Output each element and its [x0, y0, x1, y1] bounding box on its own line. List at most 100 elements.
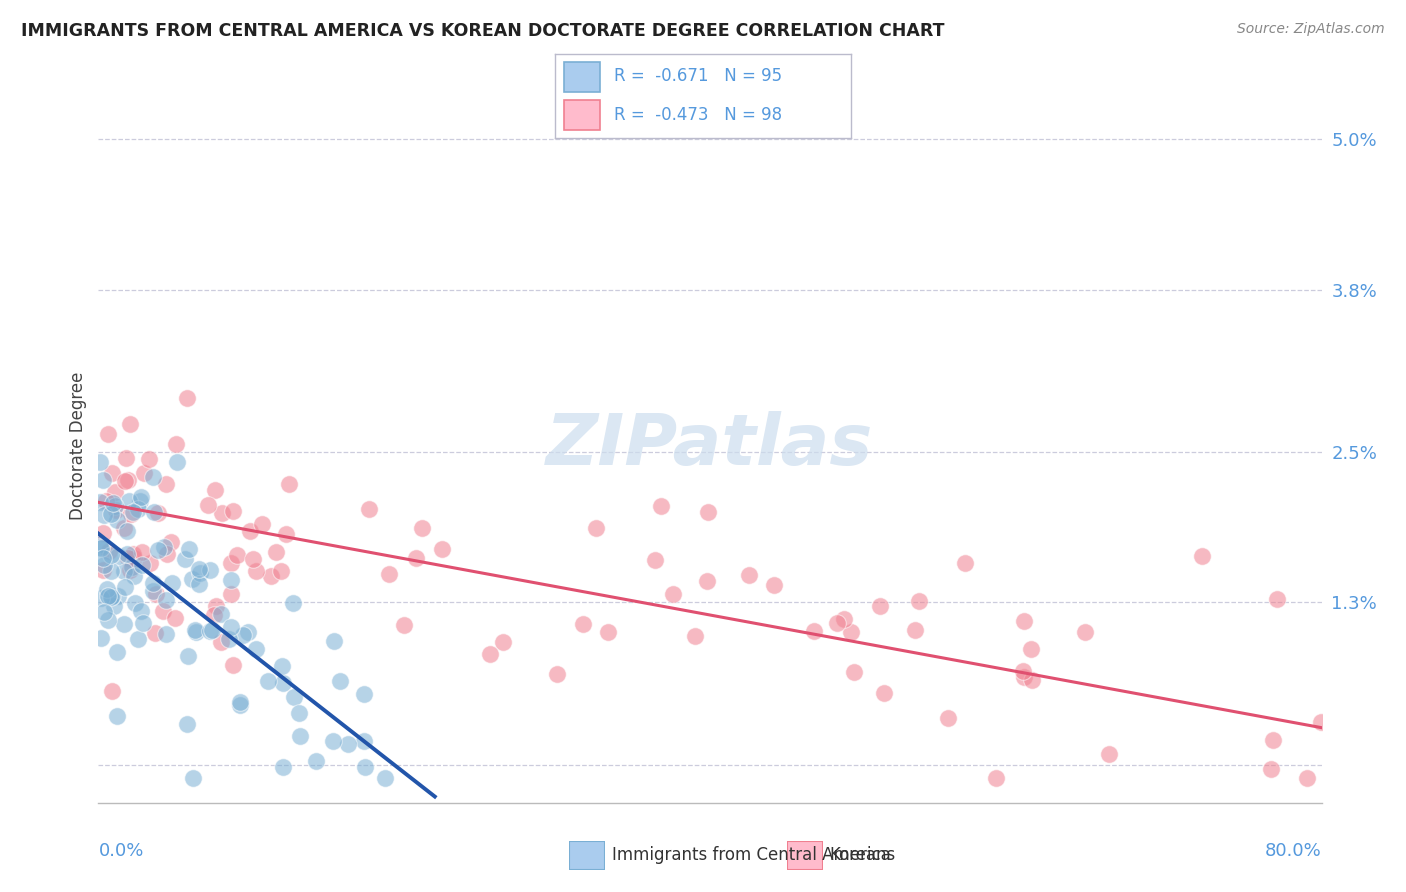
Point — [101, 590, 124, 604]
Point — [271, 759, 294, 773]
Point — [478, 648, 501, 662]
Point — [112, 616, 135, 631]
Point — [872, 686, 894, 700]
Point — [122, 569, 145, 583]
Point — [91, 551, 114, 566]
Point — [271, 676, 294, 690]
Point — [131, 545, 153, 559]
Point — [131, 490, 153, 504]
Point — [118, 563, 141, 577]
Point — [89, 495, 111, 509]
Point — [357, 501, 380, 516]
Point — [122, 505, 145, 519]
Point — [115, 524, 138, 539]
Point — [353, 733, 375, 747]
Point — [101, 466, 124, 480]
Point — [763, 578, 786, 592]
Point — [120, 417, 142, 432]
Bar — [564, 62, 599, 92]
Point — [219, 556, 242, 570]
Point — [93, 558, 115, 573]
Point — [152, 604, 174, 618]
Point — [132, 466, 155, 480]
Point — [91, 473, 114, 487]
Point — [105, 645, 128, 659]
Point — [145, 587, 167, 601]
Point — [180, 572, 202, 586]
Point — [100, 564, 122, 578]
Point — [124, 597, 146, 611]
Point — [97, 589, 120, 603]
Point — [239, 524, 262, 539]
Point — [353, 687, 375, 701]
Point — [283, 690, 305, 704]
Point — [218, 632, 240, 646]
Text: ZIPatlas: ZIPatlas — [547, 411, 873, 481]
Point — [127, 632, 149, 646]
Point — [202, 607, 225, 622]
Point — [105, 503, 128, 517]
Point — [122, 547, 145, 561]
Point — [90, 591, 112, 605]
Point — [1296, 771, 1319, 785]
Point — [264, 545, 287, 559]
Point — [101, 496, 124, 510]
Point — [176, 717, 198, 731]
Point — [97, 613, 120, 627]
Point — [842, 665, 865, 679]
Point — [93, 605, 115, 619]
Point — [869, 599, 891, 613]
Point — [114, 474, 136, 488]
Point — [155, 627, 177, 641]
Point — [644, 553, 666, 567]
Point — [98, 544, 121, 558]
Point — [146, 507, 169, 521]
Point — [329, 673, 352, 688]
Point — [1191, 549, 1213, 563]
Text: Koreans: Koreans — [830, 847, 896, 864]
Point — [139, 556, 162, 570]
Point — [198, 563, 221, 577]
Point — [187, 576, 209, 591]
Point — [596, 625, 619, 640]
Point — [305, 754, 328, 768]
Point — [245, 564, 267, 578]
Point — [1098, 747, 1121, 761]
Point — [181, 771, 204, 785]
Point — [696, 505, 718, 519]
Point — [120, 507, 142, 521]
Point — [131, 558, 153, 572]
Point — [103, 599, 125, 614]
Point — [197, 498, 219, 512]
Point — [278, 476, 301, 491]
Point — [430, 541, 453, 556]
Point — [90, 541, 112, 555]
Point — [209, 635, 232, 649]
Point — [546, 666, 568, 681]
Point — [190, 566, 212, 581]
Point — [1263, 733, 1285, 747]
Point — [142, 576, 165, 591]
Point — [184, 623, 207, 637]
Point — [100, 548, 122, 562]
Point — [90, 631, 112, 645]
Point — [832, 612, 855, 626]
Point — [176, 391, 198, 405]
Point — [250, 516, 273, 531]
Point — [155, 477, 177, 491]
Point — [219, 620, 242, 634]
Point — [201, 623, 224, 637]
Point — [219, 587, 242, 601]
Point — [274, 527, 297, 541]
Point — [257, 673, 280, 688]
Point — [259, 569, 281, 583]
Point — [177, 648, 200, 663]
Point — [1012, 614, 1035, 628]
Point — [411, 521, 433, 535]
Point — [198, 624, 221, 638]
Point — [122, 551, 145, 566]
Point — [165, 611, 187, 625]
Point — [209, 607, 232, 622]
Point — [143, 625, 166, 640]
Point — [112, 521, 135, 535]
